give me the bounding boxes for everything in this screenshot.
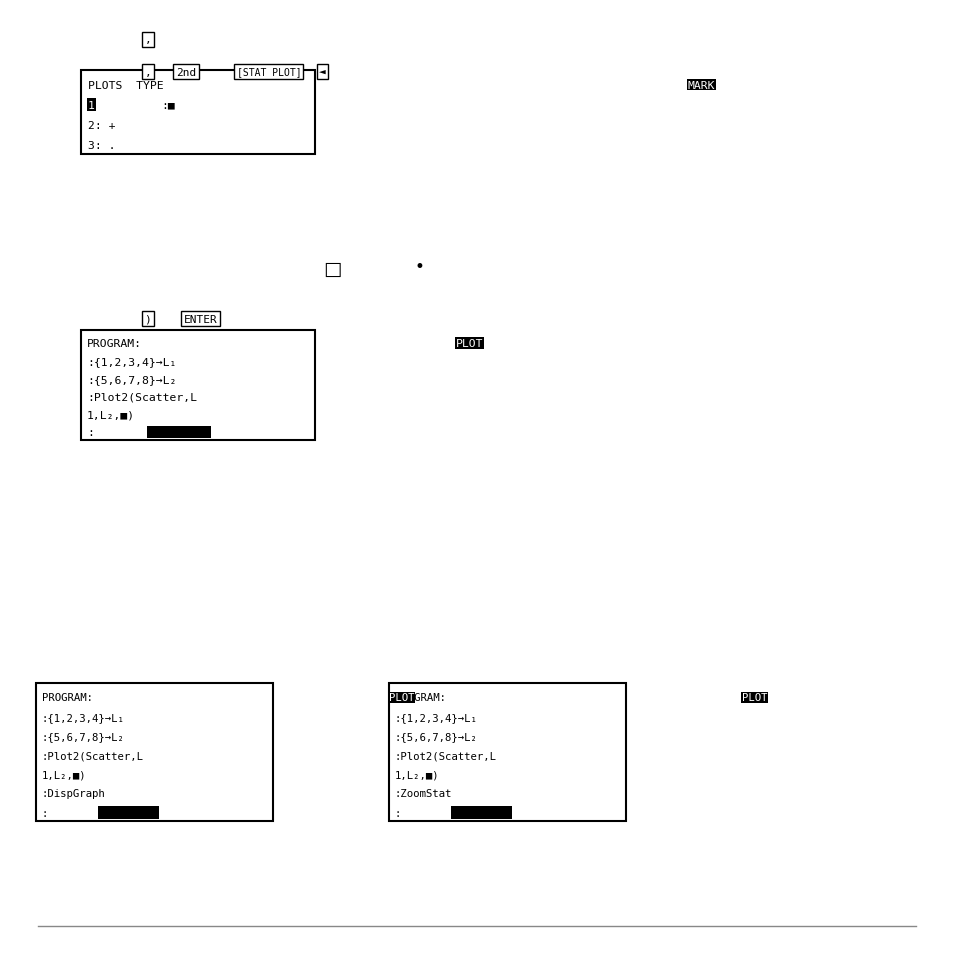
Bar bbox=[147, 427, 212, 438]
Bar bbox=[81, 71, 314, 154]
Text: :{1,2,3,4}→L₁: :{1,2,3,4}→L₁ bbox=[42, 712, 125, 721]
Text: :: : bbox=[395, 808, 401, 818]
Text: PROGRAM:: PROGRAM: bbox=[42, 693, 92, 702]
Bar bbox=[81, 331, 314, 440]
Text: 1,L₂,■): 1,L₂,■) bbox=[395, 769, 439, 780]
Text: [STAT PLOT]: [STAT PLOT] bbox=[236, 68, 301, 77]
Text: •: • bbox=[415, 258, 424, 275]
Text: □: □ bbox=[322, 259, 341, 278]
Text: :: : bbox=[42, 808, 49, 818]
Text: PROGRAM:: PROGRAM: bbox=[395, 693, 445, 702]
Text: ENTER: ENTER bbox=[183, 314, 217, 324]
Bar bbox=[389, 683, 625, 821]
Text: :: : bbox=[87, 427, 93, 437]
Text: ◄: ◄ bbox=[318, 68, 326, 77]
Text: 3: .: 3: . bbox=[88, 140, 115, 151]
Text: MARK: MARK bbox=[687, 80, 715, 91]
Text: :{5,6,7,8}→L₂: :{5,6,7,8}→L₂ bbox=[42, 731, 125, 741]
Text: :{5,6,7,8}→L₂: :{5,6,7,8}→L₂ bbox=[395, 731, 477, 741]
Bar bbox=[98, 806, 159, 819]
Text: 1: 1 bbox=[88, 100, 94, 111]
Text: PLOTS  TYPE: PLOTS TYPE bbox=[88, 80, 177, 91]
Text: :ZoomStat: :ZoomStat bbox=[395, 789, 452, 799]
Text: PROGRAM:: PROGRAM: bbox=[87, 339, 142, 349]
Bar bbox=[36, 683, 273, 821]
Text: ): ) bbox=[144, 314, 152, 324]
Text: PLOT: PLOT bbox=[456, 339, 483, 349]
Text: :DispGraph: :DispGraph bbox=[42, 789, 106, 799]
Text: 2: +: 2: + bbox=[88, 120, 115, 131]
Text: 1,L₂,■): 1,L₂,■) bbox=[87, 410, 134, 419]
Text: PLOT: PLOT bbox=[740, 693, 766, 702]
Text: 2nd: 2nd bbox=[175, 68, 196, 77]
Text: ,: , bbox=[144, 35, 152, 45]
Text: 1,L₂,■): 1,L₂,■) bbox=[42, 769, 87, 780]
Text: :{1,2,3,4}→L₁: :{1,2,3,4}→L₁ bbox=[395, 712, 477, 721]
Text: :Plot2(Scatter,L: :Plot2(Scatter,L bbox=[42, 750, 144, 760]
Bar bbox=[451, 806, 512, 819]
Text: :■: :■ bbox=[161, 100, 175, 111]
Text: :Plot2(Scatter,L: :Plot2(Scatter,L bbox=[87, 392, 196, 402]
Text: PLOT: PLOT bbox=[388, 693, 414, 702]
Text: ,: , bbox=[144, 68, 152, 77]
Text: :Plot2(Scatter,L: :Plot2(Scatter,L bbox=[395, 750, 497, 760]
Text: :{1,2,3,4}→L₁: :{1,2,3,4}→L₁ bbox=[87, 356, 176, 367]
Text: :{5,6,7,8}→L₂: :{5,6,7,8}→L₂ bbox=[87, 375, 176, 384]
